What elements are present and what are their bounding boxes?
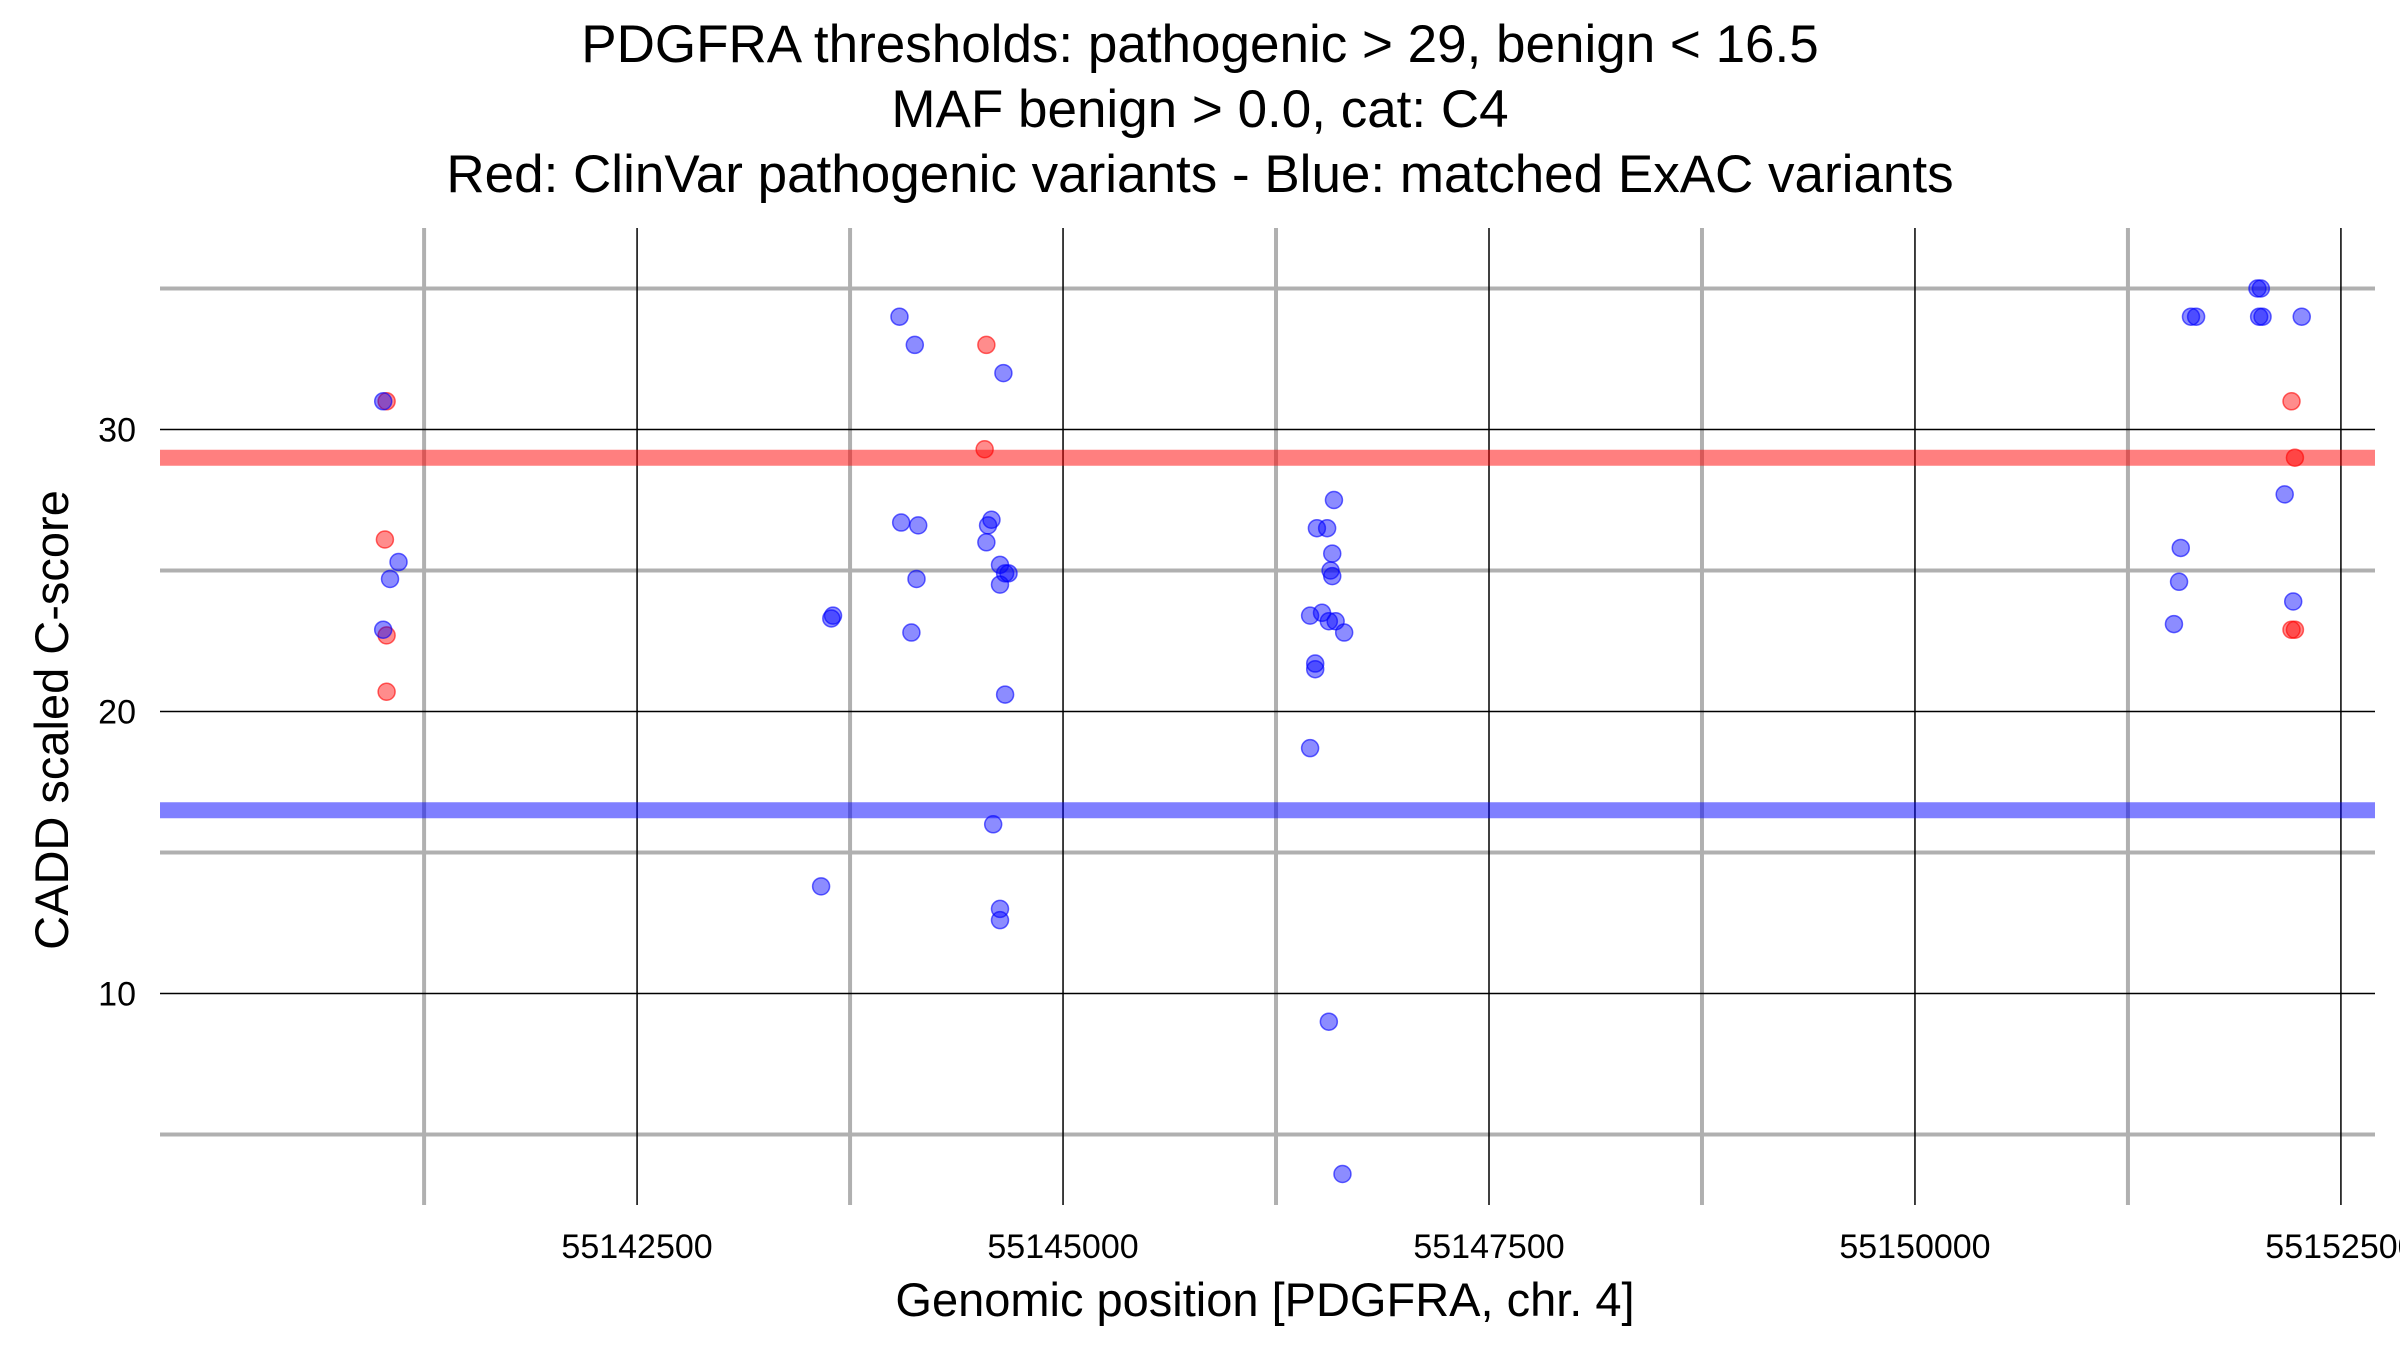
chart-title-line-2: MAF benign > 0.0, cat: C4 — [891, 80, 1509, 139]
clinvar-point — [2285, 620, 2305, 639]
exac-point — [977, 533, 996, 552]
x-tick-label: 55150000 — [1839, 1228, 1990, 1266]
exac-point — [1319, 1012, 1339, 1031]
exac-point — [380, 569, 400, 589]
exac-point — [1317, 518, 1337, 538]
exac-point — [1319, 612, 1339, 631]
points-layer — [373, 279, 2311, 1184]
y-axis-title: CADD scaled C-score — [25, 490, 78, 950]
x-tick-label: 55145000 — [987, 1228, 1138, 1266]
exac-point — [811, 877, 831, 896]
exac-point — [1307, 518, 1327, 538]
exac-point — [389, 552, 408, 572]
clinvar-point — [2285, 448, 2305, 467]
exac-point — [373, 620, 393, 639]
clinvar-point — [377, 682, 396, 702]
exac-point — [2275, 485, 2294, 504]
chart-title-line-3: Red: ClinVar pathogenic variants - Blue:… — [446, 145, 1954, 204]
exac-point — [890, 307, 909, 326]
exac-point — [995, 685, 1015, 704]
x-axis-title: Genomic position [PDGFRA, chr. 4] — [895, 1273, 1634, 1326]
exac-point — [908, 516, 928, 535]
grid-layer — [160, 228, 2375, 1205]
x-tick-label: 55152500 — [2265, 1228, 2400, 1266]
y-tick-label: 20 — [98, 694, 136, 732]
chart-title-line-1: PDGFRA thresholds: pathogenic > 29, beni… — [581, 15, 1819, 74]
exac-point — [2169, 572, 2189, 592]
exac-point — [1334, 623, 1354, 642]
exac-point — [1333, 1164, 1352, 1184]
exac-point — [1300, 738, 1320, 758]
exac-point — [990, 910, 1010, 930]
exac-point — [1305, 659, 1325, 679]
clinvar-point — [977, 335, 996, 355]
exac-point — [2164, 614, 2184, 634]
exac-point — [978, 516, 998, 535]
exac-point — [823, 606, 843, 625]
exac-point — [2181, 307, 2201, 326]
exac-point — [1322, 544, 1342, 563]
x-tick-label: 55147500 — [1413, 1228, 1564, 1266]
exac-point — [2253, 307, 2272, 326]
exac-point — [907, 569, 926, 589]
clinvar-point — [375, 530, 395, 549]
clinvar-point — [975, 439, 994, 459]
exac-point — [2186, 307, 2206, 326]
threshold-layer — [160, 449, 2375, 819]
x-tick-label: 55142500 — [561, 1228, 712, 1266]
exac-point — [1322, 566, 1342, 586]
exac-point — [2251, 279, 2271, 298]
exac-point — [994, 363, 1013, 383]
exac-point — [2292, 307, 2311, 326]
y-tick-label: 30 — [98, 412, 136, 450]
exac-point — [983, 815, 1003, 834]
exac-point — [2171, 538, 2191, 558]
y-tick-label: 10 — [98, 976, 136, 1014]
exac-point — [373, 392, 393, 411]
exac-point — [1305, 654, 1325, 673]
tick-layer: 55142500 55145000 55147500 55150000 55152500… — [98, 412, 2400, 1267]
exac-point — [2283, 592, 2303, 611]
clinvar-point — [2282, 392, 2301, 411]
exac-point — [902, 623, 921, 642]
exac-point — [1324, 490, 1344, 510]
exac-point — [990, 575, 1010, 594]
exac-point — [891, 513, 911, 532]
exac-point — [905, 335, 925, 355]
